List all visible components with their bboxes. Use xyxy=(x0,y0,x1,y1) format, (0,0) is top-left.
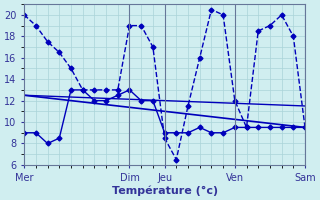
X-axis label: Température (°c): Température (°c) xyxy=(112,185,218,196)
